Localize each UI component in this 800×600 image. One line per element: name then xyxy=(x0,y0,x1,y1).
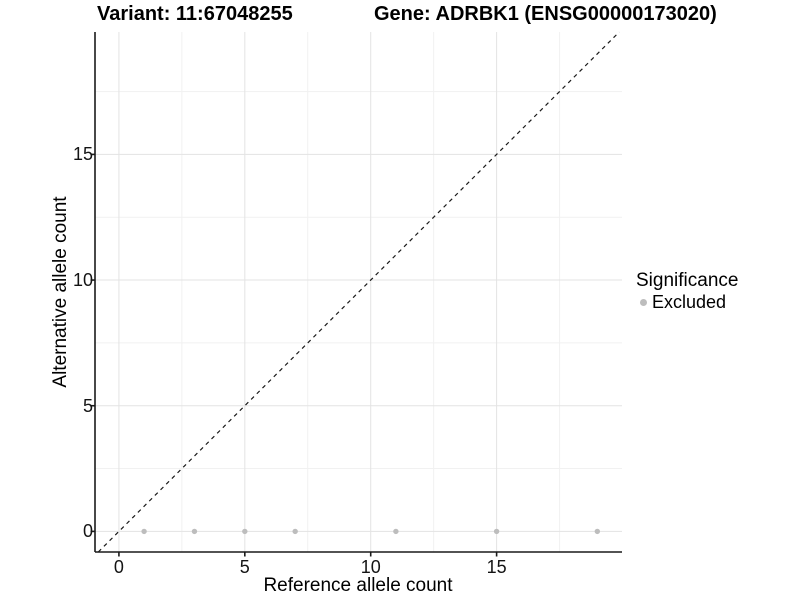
legend-item-excluded: Excluded xyxy=(640,292,738,312)
legend: Significance Excluded xyxy=(636,270,738,312)
y-tick-label: 5 xyxy=(82,395,93,416)
x-tick-label: 5 xyxy=(239,557,250,577)
data-point xyxy=(292,528,298,535)
y-axis-title: Alternative allele count xyxy=(50,196,71,388)
legend-title: Significance xyxy=(636,270,739,291)
x-axis-title: Reference allele count xyxy=(263,575,453,596)
x-tick-label: 10 xyxy=(360,557,381,577)
data-point xyxy=(191,528,198,535)
data-point xyxy=(141,528,147,535)
x-tick-label: 15 xyxy=(486,557,507,577)
data-point xyxy=(594,528,601,535)
legend-item-label: Excluded xyxy=(652,292,727,312)
y-tick-label: 15 xyxy=(72,144,93,165)
data-point xyxy=(242,528,248,535)
y-tick-label: 0 xyxy=(82,521,93,542)
plot-title-gene: Gene: ADRBK1 (ENSG00000173020) xyxy=(374,3,717,25)
x-tick-label: 0 xyxy=(113,557,124,577)
y-tick-label: 10 xyxy=(72,270,93,291)
identity-line xyxy=(97,31,620,553)
plot-title-variant: Variant: 11:67048255 xyxy=(97,3,293,25)
excluded-point-icon xyxy=(640,298,647,306)
data-point xyxy=(493,528,500,535)
data-point xyxy=(393,528,399,535)
